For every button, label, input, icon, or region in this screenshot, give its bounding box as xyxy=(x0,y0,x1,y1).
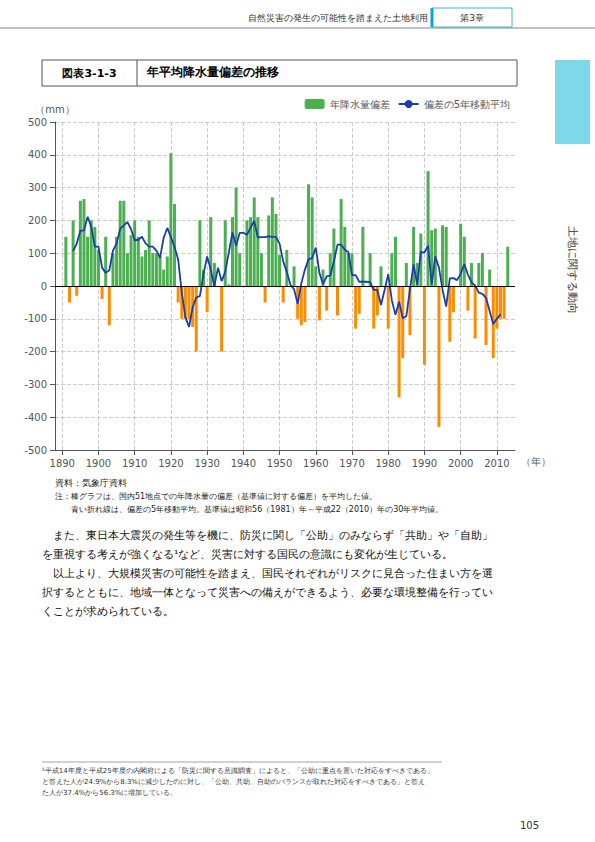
svg-text:た人が37.4%から56.3%に増加している。: た人が37.4%から56.3%に増加している。 xyxy=(42,788,177,797)
svg-text:偏差の5年移動平均: 偏差の5年移動平均 xyxy=(424,99,510,110)
svg-text:択するとともに、地域一体となって災害への備えができるよう、必: 択するとともに、地域一体となって災害への備えができるよう、必要な環境整備を行って… xyxy=(42,586,493,599)
svg-text:300: 300 xyxy=(28,182,47,193)
svg-text:資料：気象庁資料: 資料：気象庁資料 xyxy=(55,478,127,488)
svg-text:-300: -300 xyxy=(24,379,47,390)
svg-text:1920: 1920 xyxy=(158,458,183,469)
svg-text:第3章: 第3章 xyxy=(460,13,484,23)
svg-text:400: 400 xyxy=(28,149,47,160)
svg-text:注：棒グラフは、国内51地点での年降水量の偏差（基準値に対す: 注：棒グラフは、国内51地点での年降水量の偏差（基準値に対する偏差）を平均した値… xyxy=(55,492,377,501)
svg-text:1960: 1960 xyxy=(303,458,328,469)
svg-text:を重視する考えが強くなる¹など、災害に対する国民の意識にも変: を重視する考えが強くなる¹など、災害に対する国民の意識にも変化が生じている。 xyxy=(42,548,453,561)
svg-text:105: 105 xyxy=(520,820,539,831)
svg-text:年降水量偏差: 年降水量偏差 xyxy=(330,99,390,110)
svg-text:¹平成14年度と平成25年度の内閣府による「防災に関する意識: ¹平成14年度と平成25年度の内閣府による「防災に関する意識調査」によると、「公… xyxy=(42,767,434,775)
svg-text:-200: -200 xyxy=(24,346,47,357)
svg-text:（mm）: （mm） xyxy=(35,104,74,115)
svg-text:（年）: （年） xyxy=(521,456,551,467)
svg-text:と答えた人が24.9%から8.3%に減少したのに対し、「公助: と答えた人が24.9%から8.3%に減少したのに対し、「公助、共助、自助のバラン… xyxy=(42,778,425,786)
svg-text:1900: 1900 xyxy=(86,458,111,469)
svg-text:2010: 2010 xyxy=(484,458,509,469)
svg-text:-100: -100 xyxy=(24,313,47,324)
svg-text:以上より、大規模災害の可能性を踏まえ、国民それぞれがリスクに: 以上より、大規模災害の可能性を踏まえ、国民それぞれがリスクに見合った住まい方を選 xyxy=(42,567,493,580)
svg-text:青い折れ線は、偏差の5年移動平均。基準値は昭和56（1981: 青い折れ線は、偏差の5年移動平均。基準値は昭和56（1981）年～平成22（20… xyxy=(55,505,443,514)
svg-text:自然災害の発生の可能性を踏まえた土地利用: 自然災害の発生の可能性を踏まえた土地利用 xyxy=(248,13,428,23)
svg-text:1970: 1970 xyxy=(339,458,364,469)
svg-text:100: 100 xyxy=(28,248,47,259)
svg-text:200: 200 xyxy=(28,215,47,226)
svg-text:-400: -400 xyxy=(24,412,47,423)
svg-text:また、東日本大震災の発生等を機に、防災に関し「公助」のみなら: また、東日本大震災の発生等を機に、防災に関し「公助」のみならず「共助」や「自助」 xyxy=(42,529,493,542)
svg-text:-500: -500 xyxy=(24,445,47,456)
svg-text:1990: 1990 xyxy=(412,458,437,469)
svg-text:1890: 1890 xyxy=(50,458,75,469)
svg-text:年平均降水量偏差の推移: 年平均降水量偏差の推移 xyxy=(146,65,279,79)
svg-text:1950: 1950 xyxy=(267,458,292,469)
svg-text:500: 500 xyxy=(28,117,47,128)
svg-text:1930: 1930 xyxy=(194,458,219,469)
svg-text:2000: 2000 xyxy=(448,458,473,469)
svg-text:1910: 1910 xyxy=(122,458,147,469)
svg-text:1940: 1940 xyxy=(231,458,256,469)
svg-text:0: 0 xyxy=(41,281,47,292)
svg-text:土地に関する動向: 土地に関する動向 xyxy=(566,226,579,314)
svg-text:くことが求められている。: くことが求められている。 xyxy=(42,605,174,618)
svg-text:図表3-1-3: 図表3-1-3 xyxy=(62,67,116,80)
svg-text:1980: 1980 xyxy=(376,458,401,469)
